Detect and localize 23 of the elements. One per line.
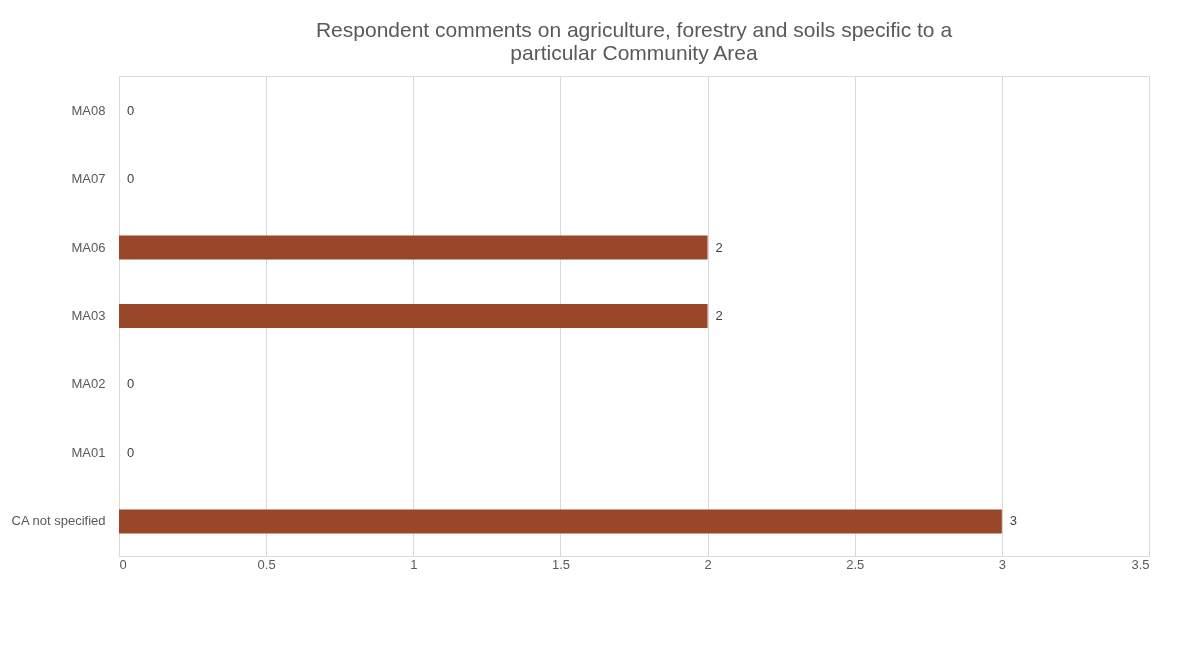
x-tick-label: 2 [704, 556, 712, 572]
y-tick-label: MA06 [71, 239, 106, 255]
data-label: 3 [1009, 513, 1018, 529]
data-label: 2 [715, 239, 723, 255]
x-tick-label: 0 [119, 556, 127, 572]
x-tick-label: 3.5 [1131, 556, 1150, 572]
data-label: 0 [127, 171, 135, 187]
x-tick-label: 1 [410, 556, 418, 572]
x-tick-label: 1.5 [551, 556, 570, 572]
data-label: 0 [127, 102, 135, 118]
data-label: 2 [715, 308, 723, 323]
y-tick-label: MA07 [71, 171, 106, 187]
y-tick-label: MA01 [71, 444, 106, 460]
y-tick-label: MA03 [71, 308, 106, 323]
chart-title: Respondent comments on agriculture, forestry and soils specific to a particular Community Area [315, 18, 953, 64]
x-tick-label: 0.5 [257, 556, 276, 572]
x-tick-label: 2.5 [846, 556, 865, 572]
y-tick-label: MA02 [71, 376, 106, 392]
y-tick-label: CA not specified [11, 513, 106, 529]
data-label: 0 [127, 376, 135, 392]
data-label: 0 [127, 444, 135, 460]
y-tick-label: MA08 [71, 102, 106, 118]
x-tick-label: 3 [998, 556, 1006, 572]
